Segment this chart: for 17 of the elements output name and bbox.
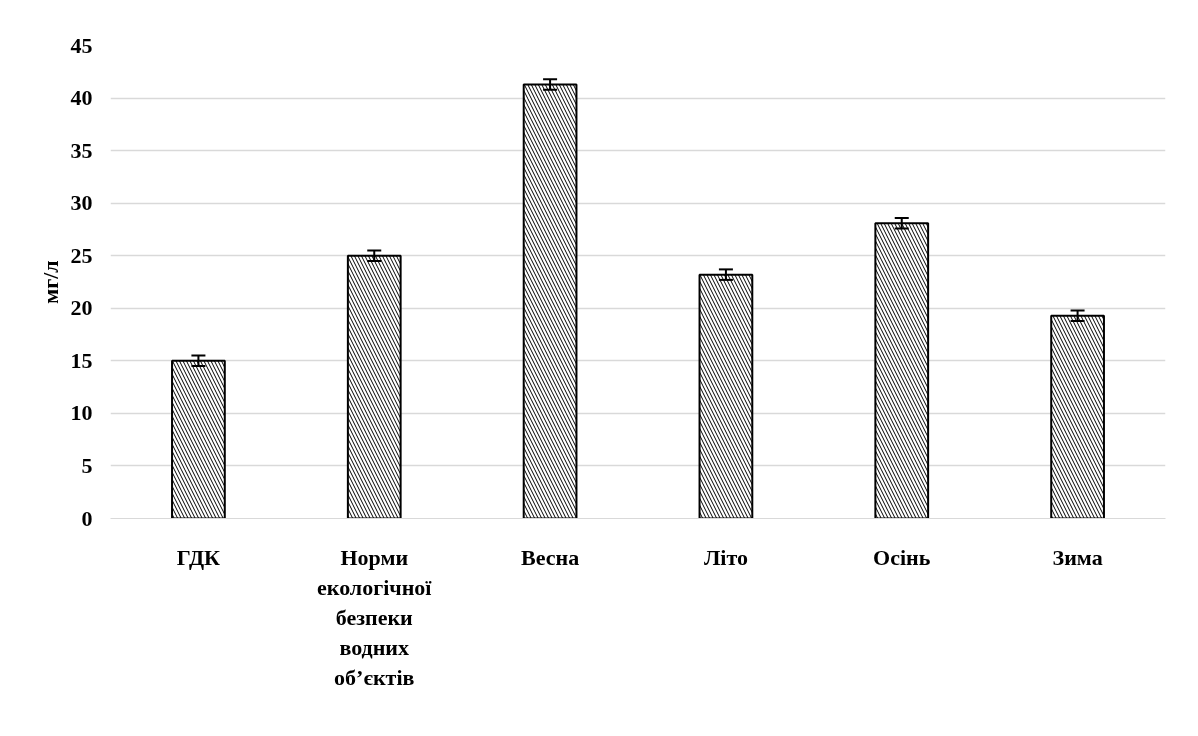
y-tick-label: 35: [70, 137, 93, 163]
x-tick-label: Зима: [1052, 544, 1103, 570]
x-tick-label: Літо: [703, 544, 748, 570]
x-tick-label: ГДК: [176, 544, 221, 570]
y-tick-label: 25: [70, 242, 93, 268]
y-tick-label: 5: [81, 452, 93, 478]
x-tick-label: Весна: [521, 544, 580, 570]
x-tick-label: Норми екологічної безпеки водних об’єктів: [317, 544, 433, 690]
y-tick-label: 20: [70, 295, 93, 321]
y-axis-title: мг/л: [37, 260, 63, 304]
x-tick-label: Осінь: [873, 544, 931, 570]
y-tick-label: 15: [70, 347, 93, 373]
y-tick-label: 10: [70, 400, 93, 426]
y-tick-label: 30: [70, 190, 93, 216]
y-tick-label: 40: [70, 85, 93, 111]
y-tick-label: 0: [81, 505, 93, 531]
y-tick-label: 45: [70, 32, 93, 58]
